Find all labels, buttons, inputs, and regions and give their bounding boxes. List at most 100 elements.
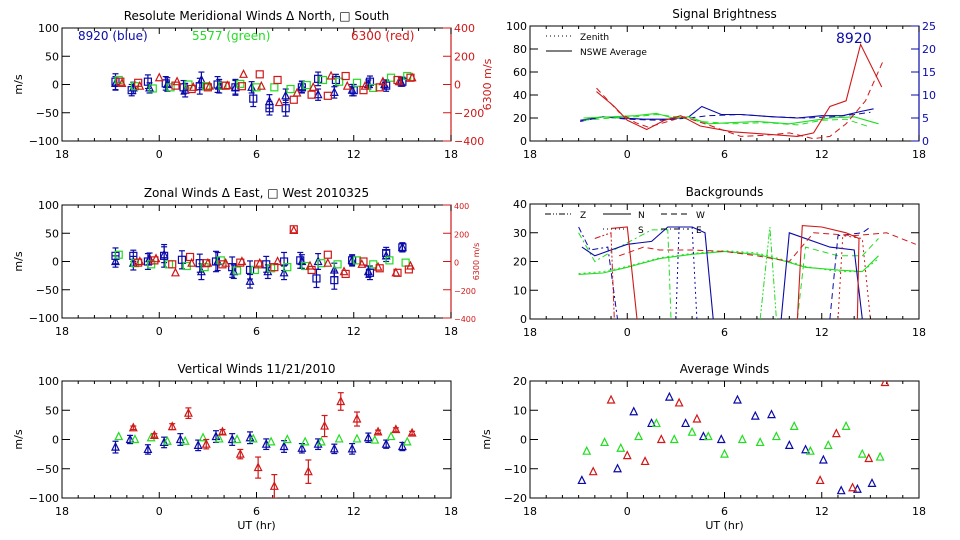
- x-tick-label: 18: [444, 148, 458, 161]
- data-point: [880, 381, 890, 387]
- triangle-marker: [801, 444, 811, 454]
- data-point: [634, 431, 644, 441]
- data-point: [116, 77, 125, 86]
- chart-title: Backgrounds: [686, 185, 764, 199]
- triangle-marker: [815, 475, 825, 485]
- series-line: [583, 112, 879, 125]
- data-point: [170, 267, 180, 277]
- triangle-marker: [253, 462, 263, 472]
- data-point: [307, 90, 316, 99]
- data-point: [329, 443, 339, 455]
- square-marker: [375, 83, 384, 92]
- triangle-marker: [407, 427, 417, 437]
- y2-tick-label: 0: [454, 259, 459, 268]
- data-point: [398, 242, 407, 253]
- data-point: [692, 413, 702, 423]
- square-marker: [313, 74, 323, 83]
- y-axis-label: m/s: [480, 429, 493, 449]
- data-point: [755, 437, 765, 447]
- data-point: [245, 260, 255, 280]
- series-line: [796, 238, 879, 319]
- series-line: [596, 60, 884, 140]
- x-tick-label: 18: [912, 148, 926, 161]
- data-point: [323, 250, 332, 259]
- triangle-marker: [386, 431, 396, 441]
- triangle-marker: [232, 434, 242, 444]
- data-point: [235, 448, 245, 460]
- triangle-marker: [370, 434, 380, 444]
- data-point: [402, 436, 412, 446]
- y2-tick-label: 20: [922, 43, 936, 56]
- panel-zonal: Zonal Winds Δ East, □ West 2010325 18 0 6 12…: [12, 186, 481, 338]
- y-tick-label: 10: [513, 284, 527, 297]
- legend-label: Z: [580, 211, 586, 221]
- legend-label: N: [638, 211, 645, 221]
- data-point: [375, 264, 384, 273]
- square-marker: [318, 75, 328, 85]
- y-tick-label: −100: [29, 135, 59, 148]
- data-point: [359, 257, 368, 266]
- triangle-marker: [703, 431, 713, 441]
- triangle-marker: [771, 431, 781, 441]
- data-point: [732, 394, 742, 404]
- square-marker: [330, 276, 339, 285]
- data-point: [698, 431, 708, 441]
- data-point: [386, 431, 396, 441]
- data-point: [172, 76, 182, 86]
- square-marker: [393, 75, 402, 85]
- x-tick-label: 18: [523, 505, 537, 518]
- triangle-marker: [875, 451, 885, 461]
- triangle-marker: [381, 438, 391, 448]
- square-marker: [359, 257, 368, 266]
- triangle-marker: [183, 407, 193, 417]
- y2-tick-label: 200: [454, 50, 475, 63]
- y-axis-label: m/s: [12, 429, 25, 449]
- data-point: [370, 434, 380, 444]
- plot-frame: [529, 380, 920, 499]
- data-point: [352, 78, 362, 87]
- triangle-marker: [755, 437, 765, 447]
- triangle-marker: [248, 433, 258, 443]
- data-point: [236, 79, 245, 89]
- triangle-marker: [111, 256, 120, 266]
- data-point: [296, 251, 305, 269]
- triangle-marker: [629, 406, 639, 416]
- data-point: [381, 438, 391, 449]
- y-tick-label: 0: [52, 79, 59, 92]
- square-marker: [341, 269, 350, 279]
- triangle-marker: [720, 448, 729, 458]
- data-point: [312, 268, 321, 289]
- x-tick-label: 18: [55, 505, 69, 518]
- data-point: [187, 257, 197, 267]
- series-line: [837, 235, 871, 319]
- plot-frame: [61, 27, 452, 142]
- data-point: [323, 91, 332, 100]
- data-point: [236, 258, 245, 267]
- chart-title: Signal Brightness: [672, 7, 777, 21]
- y-tick-label: 0: [520, 313, 527, 326]
- triangle-marker: [149, 430, 159, 440]
- series-line: [578, 229, 672, 319]
- data-point: [307, 265, 316, 275]
- annotation-label: 8920: [836, 31, 872, 47]
- triangle-marker: [656, 434, 666, 444]
- data-point: [323, 257, 333, 267]
- square-marker: [406, 73, 415, 82]
- data-point: [651, 418, 661, 428]
- data-point: [281, 99, 290, 117]
- data-point: [681, 418, 691, 428]
- square-marker: [341, 71, 350, 81]
- data-point: [647, 418, 657, 428]
- y-tick-label: −100: [29, 492, 59, 505]
- triangle-marker: [143, 444, 153, 454]
- data-point: [347, 442, 357, 455]
- panel-meridional: Resolute Meridional Winds Δ North, □ Sou…: [12, 9, 494, 161]
- data-point: [283, 263, 292, 272]
- triangle-marker: [187, 257, 197, 267]
- data-point: [149, 430, 159, 440]
- y-tick-label: −100: [29, 312, 59, 325]
- data-point: [171, 81, 180, 90]
- square-marker: [352, 78, 362, 87]
- square-marker: [317, 259, 326, 268]
- triangle-marker: [880, 381, 890, 387]
